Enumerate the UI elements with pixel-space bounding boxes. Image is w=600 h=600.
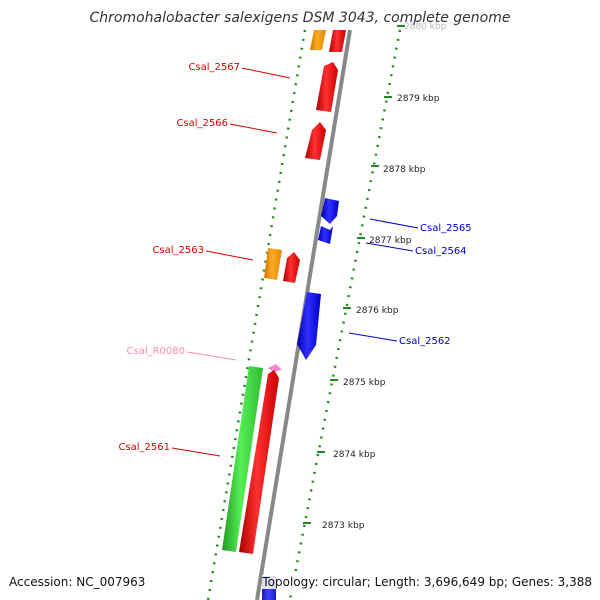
gene-features [222,30,346,600]
rrna-green-feature [222,366,263,552]
gene-label-leader [171,447,221,457]
genome-title: Chromohalobacter salexigens DSM 3043, co… [89,10,511,26]
gene-labels: Csal_2567 Csal_2566 Csal_2565 Csal_2564 Csal… [118,62,472,457]
cds-arrow-csal-2561 [239,370,279,554]
gene-label: Csal_2567 [188,62,240,73]
genome-summary-text: Topology: circular; Length: 3,696,649 bp… [262,575,592,589]
cds-arrow-csal-2564 [318,226,333,244]
scale-marks: 2880 kbp 2879 kbp 2878 kbp 2877 kbp 2876 kbp… [303,22,447,531]
trna-csal-r0080 [268,364,282,372]
cds-arrow-csal-2565 [321,198,339,224]
inner-dotted-ring [206,29,307,600]
gene-label-leader [348,332,398,342]
gene-label: Csal_2563 [152,245,204,256]
scale-label: 2875 kbp [343,378,386,388]
gene-label: Csal_2565 [420,223,472,234]
gene-label-leader [241,67,291,79]
scale-label: 2874 kbp [333,450,376,460]
gene-label-leader [229,123,278,134]
gene-label: Csal_R0080 [127,346,186,357]
gene-label-leader [186,351,237,361]
scale-label: 2880 kbp [404,22,447,32]
gene-arrow-red-top [329,30,346,52]
gene-label: Csal_2564 [415,246,467,257]
accession-text: Accession: NC_007963 [9,575,146,589]
gene-label-leader [365,242,414,252]
cds-arrow-csal-2567 [316,62,338,112]
scale-label: 2879 kbp [397,94,440,104]
gene-label: Csal_2562 [399,336,451,347]
gene-label: Csal_2566 [176,118,228,129]
scale-label: 2876 kbp [356,306,399,316]
scale-label: 2878 kbp [383,165,426,175]
scale-label: 2877 kbp [369,236,412,246]
cds-arrow-csal-2566 [305,122,326,160]
gene-label: Csal_2561 [118,442,170,453]
gene-label-leader [369,218,419,229]
gene-arrow-csal-2563-orange [264,248,282,280]
gene-label-leader [205,250,254,261]
cds-arrow-csal-2563 [283,252,300,283]
scale-label: 2873 kbp [322,521,365,531]
gene-arrow-orange-top [310,30,326,50]
cds-arrow-csal-2562 [297,292,321,360]
